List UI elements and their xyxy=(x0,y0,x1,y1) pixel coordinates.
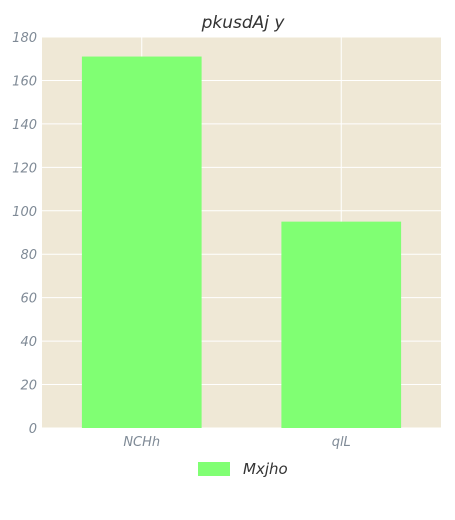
y-tick-label: 160 xyxy=(12,74,37,89)
bars xyxy=(81,56,402,429)
y-tick-label: 60 xyxy=(20,292,37,307)
y-tick-label: 80 xyxy=(20,248,37,263)
bar-qll xyxy=(281,221,402,428)
legend-label-mxjho: Mxjho xyxy=(243,460,288,478)
y-tick-label: 120 xyxy=(12,161,37,176)
y-tick-label: 40 xyxy=(20,335,37,350)
bar-nchh xyxy=(81,56,202,429)
y-tick-label: 0 xyxy=(29,422,37,437)
y-tick-label: 180 xyxy=(12,31,37,46)
chart-title: pkusdAj y xyxy=(201,13,286,33)
x-axis-ticks: NCHh qlL xyxy=(123,435,350,450)
y-tick-label: 20 xyxy=(20,379,37,394)
legend-swatch-mxjho xyxy=(198,462,230,476)
x-tick-label: NCHh xyxy=(123,435,160,450)
x-tick-label: qlL xyxy=(332,435,351,450)
y-axis-ticks: 0 20 40 60 80 100 120 140 160 180 xyxy=(12,31,37,437)
y-tick-label: 140 xyxy=(12,118,37,133)
y-tick-label: 100 xyxy=(12,205,37,220)
legend: Mxjho xyxy=(198,460,288,478)
